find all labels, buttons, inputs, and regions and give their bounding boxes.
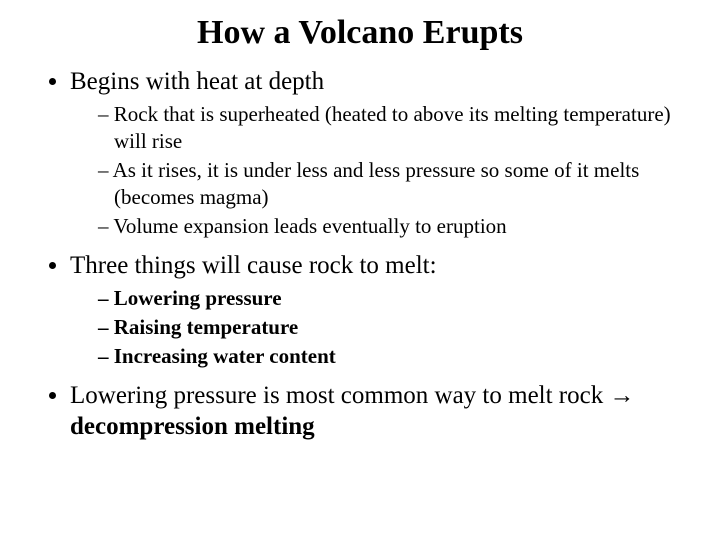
bullet-1-sub-3: Volume expansion leads eventually to eru… (98, 213, 690, 240)
bullet-1-text: Begins with heat at depth (70, 68, 324, 95)
bullet-list-level1: Begins with heat at depth Rock that is s… (30, 66, 690, 442)
bullet-2: Three things will cause rock to melt: Lo… (70, 250, 690, 370)
bullet-2-sublist: Lowering pressure Raising temperature In… (70, 285, 690, 370)
bullet-1-sublist: Rock that is superheated (heated to abov… (70, 101, 690, 239)
arrow-icon: → (609, 382, 634, 409)
bullet-1-sub-2: As it rises, it is under less and less p… (98, 157, 690, 211)
bullet-3: Lowering pressure is most common way to … (70, 380, 690, 443)
bullet-3-bold: decompression melting (70, 413, 315, 440)
slide-container: How a Volcano Erupts Begins with heat at… (0, 0, 720, 468)
bullet-2-sub-1: Lowering pressure (98, 285, 690, 312)
bullet-3-pre: Lowering pressure is most common way to … (70, 382, 609, 409)
bullet-1-sub-1: Rock that is superheated (heated to abov… (98, 101, 690, 155)
bullet-2-text: Three things will cause rock to melt: (70, 252, 437, 279)
slide-title: How a Volcano Erupts (30, 14, 690, 52)
bullet-2-sub-2: Raising temperature (98, 314, 690, 341)
bullet-1: Begins with heat at depth Rock that is s… (70, 66, 690, 240)
bullet-2-sub-3: Increasing water content (98, 343, 690, 370)
